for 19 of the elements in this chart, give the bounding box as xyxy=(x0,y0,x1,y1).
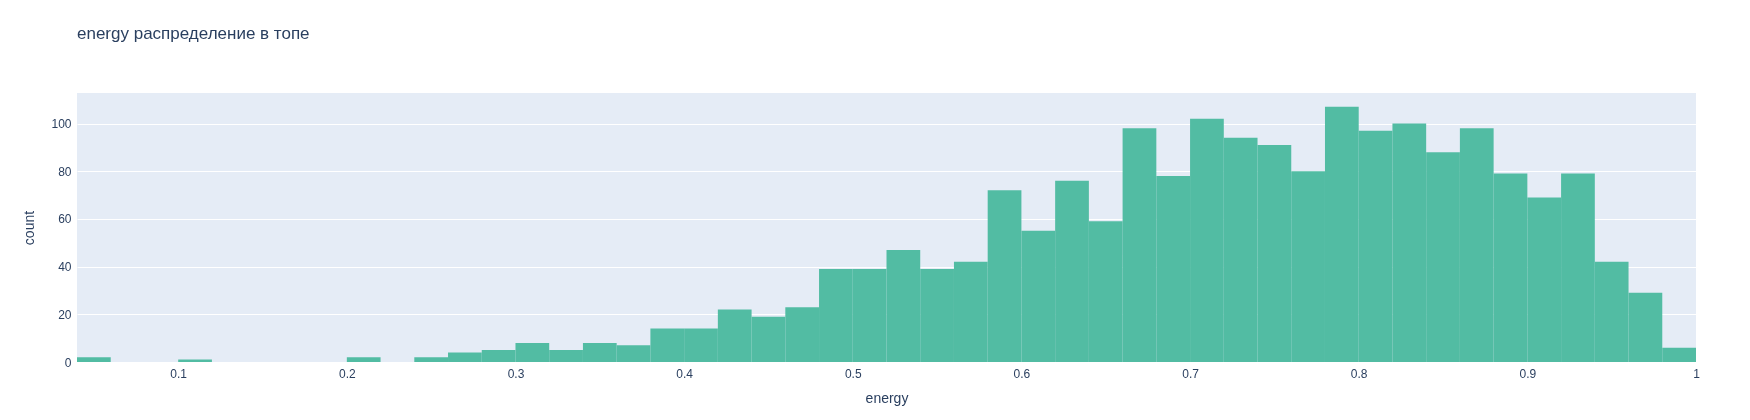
y-tick-label: 80 xyxy=(58,164,72,179)
chart-title: energy распределение в топе xyxy=(77,24,310,43)
y-tick-label: 40 xyxy=(58,260,72,275)
y-tick-label: 20 xyxy=(58,307,72,322)
x-tick-label: 0.4 xyxy=(676,366,694,381)
x-tick-label: 0.1 xyxy=(170,366,188,381)
x-tick-label: 0.5 xyxy=(844,366,862,381)
x-tick-label: 0.7 xyxy=(1182,366,1200,381)
y-axis-title: count xyxy=(21,210,38,246)
y-tick-label: 100 xyxy=(51,117,72,132)
x-tick-label: 0.6 xyxy=(1013,366,1031,381)
x-tick-label: 0.8 xyxy=(1350,366,1368,381)
x-tick-label: 0.2 xyxy=(338,366,356,381)
y-tick-label: 60 xyxy=(58,212,72,227)
x-tick-label: 0.3 xyxy=(507,366,525,381)
x-axis-title: energy xyxy=(865,389,909,406)
x-tick-label: 0.9 xyxy=(1519,366,1537,381)
y-tick-label: 0 xyxy=(64,355,72,370)
x-tick-label: 1 xyxy=(1693,366,1701,381)
